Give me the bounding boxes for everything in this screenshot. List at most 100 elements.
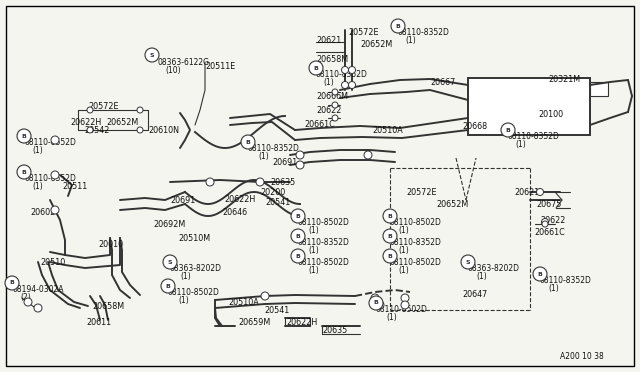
Text: (1): (1) xyxy=(398,226,409,235)
Circle shape xyxy=(461,255,475,269)
Text: (1): (1) xyxy=(386,313,397,322)
Text: 08110-8502D: 08110-8502D xyxy=(168,288,220,297)
Text: 20652M: 20652M xyxy=(360,40,392,49)
Circle shape xyxy=(137,127,143,133)
Circle shape xyxy=(137,107,143,113)
Text: 20622H: 20622H xyxy=(70,118,101,127)
Text: 08363-6122G: 08363-6122G xyxy=(158,58,210,67)
Text: 08110-8502D: 08110-8502D xyxy=(390,258,442,267)
Circle shape xyxy=(383,249,397,263)
Text: 20100: 20100 xyxy=(538,110,563,119)
Circle shape xyxy=(87,107,93,113)
Circle shape xyxy=(309,61,323,75)
Circle shape xyxy=(291,209,305,223)
Text: 20541: 20541 xyxy=(264,306,289,315)
Text: 08110-8352D: 08110-8352D xyxy=(316,70,368,79)
Text: 08110-8352D: 08110-8352D xyxy=(390,238,442,247)
Text: A200 10 38: A200 10 38 xyxy=(560,352,604,361)
Text: 20666M: 20666M xyxy=(316,92,348,101)
Text: 20635: 20635 xyxy=(270,178,295,187)
Text: 08110-8352D: 08110-8352D xyxy=(398,28,450,37)
Text: 20510A: 20510A xyxy=(372,126,403,135)
Circle shape xyxy=(24,298,32,306)
Text: 20602: 20602 xyxy=(30,208,55,217)
Text: S: S xyxy=(150,52,154,58)
Circle shape xyxy=(291,229,305,243)
Text: 20200: 20200 xyxy=(260,188,285,197)
Text: 20541: 20541 xyxy=(265,198,291,207)
Text: 20542: 20542 xyxy=(84,126,109,135)
Text: B: B xyxy=(22,134,26,138)
Circle shape xyxy=(369,296,383,310)
Circle shape xyxy=(332,89,338,95)
Circle shape xyxy=(383,229,397,243)
Text: B: B xyxy=(538,272,543,276)
Circle shape xyxy=(332,115,338,121)
Text: 20510M: 20510M xyxy=(178,234,210,243)
Circle shape xyxy=(533,267,547,281)
Text: (2): (2) xyxy=(20,293,31,302)
Text: 20691: 20691 xyxy=(272,158,297,167)
Text: (1): (1) xyxy=(515,140,525,149)
Circle shape xyxy=(34,304,42,312)
Text: 08110-8552D: 08110-8552D xyxy=(24,174,76,183)
Text: 08110-8502D: 08110-8502D xyxy=(376,305,428,314)
Text: B: B xyxy=(506,128,511,132)
Text: 20321M: 20321M xyxy=(548,75,580,84)
Text: 20661C: 20661C xyxy=(304,120,335,129)
Circle shape xyxy=(376,301,384,309)
Circle shape xyxy=(364,151,372,159)
Text: (1): (1) xyxy=(476,272,487,281)
Text: 20622H: 20622H xyxy=(224,195,255,204)
Circle shape xyxy=(256,178,264,186)
Circle shape xyxy=(542,221,548,227)
Text: (1): (1) xyxy=(398,246,409,255)
Circle shape xyxy=(501,123,515,137)
Circle shape xyxy=(296,161,304,169)
Text: B: B xyxy=(296,253,300,259)
Text: 20622: 20622 xyxy=(316,106,341,115)
Text: 20621: 20621 xyxy=(316,36,341,45)
Text: 08363-8202D: 08363-8202D xyxy=(170,264,222,273)
Text: 20510: 20510 xyxy=(40,258,65,267)
Text: 20572E: 20572E xyxy=(348,28,378,37)
Circle shape xyxy=(401,294,409,302)
Text: 20611: 20611 xyxy=(86,318,111,327)
Text: B: B xyxy=(388,234,392,238)
Circle shape xyxy=(261,292,269,300)
Text: 20692M: 20692M xyxy=(153,220,185,229)
Text: 20691: 20691 xyxy=(170,196,195,205)
Text: B: B xyxy=(22,170,26,174)
Text: 08110-8502D: 08110-8502D xyxy=(390,218,442,227)
Circle shape xyxy=(383,209,397,223)
Text: B: B xyxy=(10,280,15,285)
Text: (1): (1) xyxy=(258,152,269,161)
Text: 08110-8552D: 08110-8552D xyxy=(24,138,76,147)
Text: 08110-8502D: 08110-8502D xyxy=(298,218,350,227)
Text: B: B xyxy=(396,23,401,29)
Circle shape xyxy=(51,171,59,179)
Text: (1): (1) xyxy=(178,296,189,305)
Circle shape xyxy=(17,129,31,143)
Text: (1): (1) xyxy=(398,266,409,275)
Text: 20635: 20635 xyxy=(322,326,348,335)
Text: 20510A: 20510A xyxy=(228,298,259,307)
Text: 20675: 20675 xyxy=(536,200,561,209)
Text: 20667: 20667 xyxy=(430,78,455,87)
Circle shape xyxy=(5,276,19,290)
Text: B: B xyxy=(388,253,392,259)
Text: 08110-8352D: 08110-8352D xyxy=(298,238,350,247)
Bar xyxy=(590,82,608,96)
Circle shape xyxy=(87,127,93,133)
Circle shape xyxy=(332,102,338,108)
Text: 08110-8352D: 08110-8352D xyxy=(508,132,560,141)
Text: S: S xyxy=(466,260,470,264)
Circle shape xyxy=(349,81,355,89)
Text: B: B xyxy=(166,283,170,289)
Text: 20572E: 20572E xyxy=(88,102,118,111)
Text: (1): (1) xyxy=(323,78,333,87)
Circle shape xyxy=(342,67,349,74)
Text: B: B xyxy=(296,214,300,218)
Text: (1): (1) xyxy=(32,182,43,191)
Text: (1): (1) xyxy=(180,272,191,281)
